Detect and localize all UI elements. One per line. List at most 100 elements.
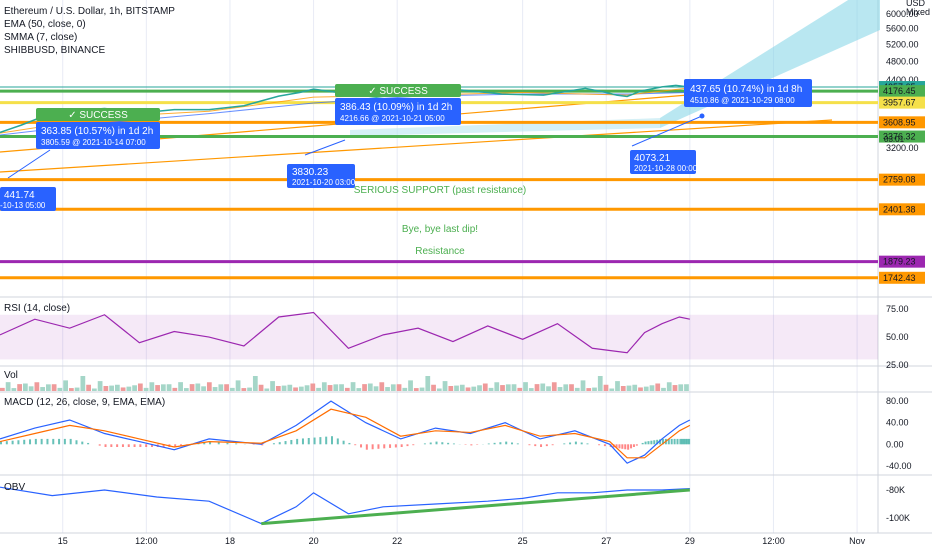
volume-bar	[419, 387, 425, 391]
macd-histogram[interactable]	[0, 436, 691, 450]
level-tag-label: 2759.08	[883, 175, 916, 185]
obv-trendline[interactable]	[261, 488, 690, 526]
level-tag	[879, 255, 925, 268]
volume-bar	[235, 380, 241, 391]
macd-histogram-bar	[46, 438, 49, 445]
time-tick-label: 20	[309, 536, 319, 546]
time-tick-label: 29	[685, 536, 695, 546]
measure-3[interactable]: 437.65 (10.74%) in 1d 8h 4510.86 @ 2021-…	[631, 79, 812, 147]
macd-histogram-bar	[534, 444, 537, 447]
trendline-lower[interactable]	[0, 119, 833, 173]
measure-1[interactable]: ✓ SUCCESS 363.85 (10.57%) in 1d 2h 3805.…	[7, 108, 160, 179]
rsi-tick-label: 75.00	[886, 304, 909, 314]
signal-line[interactable]	[0, 408, 691, 459]
volume-bar	[28, 386, 34, 391]
point-label-low-2[interactable]: 3830.23 2021-10-20 03:00	[287, 164, 356, 188]
macd-histogram-bar	[365, 444, 368, 450]
macd-histogram-bar	[676, 438, 679, 445]
rsi-legend[interactable]: RSI (14, close)	[4, 303, 70, 314]
point-label-low-2-price: 3830.23	[292, 167, 329, 178]
volume-legend[interactable]: Vol	[4, 370, 18, 381]
macd-histogram-bar	[162, 444, 165, 447]
macd-histogram-bar	[284, 441, 287, 445]
volume-bar	[91, 388, 97, 391]
volume-bar	[270, 381, 275, 391]
volume-bar	[528, 388, 534, 391]
macd-histogram-bar	[319, 437, 322, 445]
compare-legend[interactable]: SHIBBUSD, BINANCE	[4, 45, 105, 56]
volume-bar	[304, 385, 310, 391]
macd-histogram-bar	[121, 444, 124, 447]
macd-histogram-bar	[217, 442, 220, 445]
currency-label[interactable]: USD	[906, 0, 926, 8]
annotation-support: SERIOUS SUPPORT (past resistance)	[354, 185, 526, 196]
volume-bar	[661, 387, 666, 391]
rsi-line[interactable]	[0, 311, 690, 354]
volume-bar	[546, 386, 551, 391]
volume-bar	[632, 384, 638, 391]
macd-histogram-bar	[272, 443, 275, 445]
macd-histogram-bar	[661, 438, 664, 445]
macd-histogram-bar	[307, 438, 310, 445]
obv-line[interactable]	[0, 486, 690, 525]
macd-histogram-bar	[540, 444, 543, 447]
obv-legend[interactable]: OBV	[4, 482, 25, 493]
smma-legend[interactable]: SMMA (7, close)	[4, 32, 77, 43]
symbol-legend[interactable]: Ethereum / U.S. Dollar, 1h, BITSTAMP	[4, 6, 175, 17]
volume-bar	[402, 387, 408, 391]
volume-bar	[17, 384, 22, 391]
level-tag-label: 2401.38	[883, 204, 916, 214]
macd-tick-label: 40.00	[886, 418, 909, 428]
volume-bar	[517, 387, 523, 391]
level-tag	[879, 203, 925, 216]
point-label-low-3[interactable]: 4073.21 2021-10-28 00:00	[630, 150, 698, 174]
macd-line[interactable]	[0, 400, 691, 464]
volume-bar	[103, 386, 109, 391]
macd-histogram-bar	[412, 444, 415, 446]
macd-histogram-bar	[681, 438, 684, 445]
volume-bar	[22, 383, 28, 391]
scale-mode[interactable]: Mixed	[906, 7, 930, 17]
point-label-low-1[interactable]: 441.74 -10-13 05:00	[0, 187, 56, 211]
volume-bar	[143, 387, 149, 391]
volume-bar	[615, 381, 620, 391]
measure-2[interactable]: ✓ SUCCESS 386.43 (10.09%) in 1d 2h 4216.…	[304, 84, 461, 156]
time-tick-label: 22	[392, 536, 402, 546]
macd-histogram-bar	[52, 438, 55, 445]
volume-bar	[350, 382, 356, 391]
time-axis[interactable]: 15 12:00 18 20 22 25 27 29 12:00 Nov	[58, 536, 866, 546]
volume-bars[interactable]	[0, 376, 689, 391]
macd-histogram-bar	[383, 444, 386, 449]
volume-bar	[327, 385, 333, 391]
macd-histogram-bar	[69, 438, 72, 445]
time-tick-label: 18	[225, 536, 235, 546]
volume-bar	[212, 387, 218, 391]
volume-bar	[672, 385, 678, 391]
level-tag-label: 4176.45	[883, 86, 916, 96]
volume-bar	[500, 385, 505, 391]
measure-2-target: 4216.66 @ 2021-10-21 05:00	[340, 114, 445, 123]
price-tick-label: 4400.00	[886, 75, 919, 85]
macd-histogram-bar	[603, 444, 606, 447]
volume-bar	[114, 384, 120, 391]
volume-bar	[643, 386, 649, 391]
macd-histogram-bar	[632, 444, 635, 447]
macd-histogram-bar	[516, 443, 519, 445]
annotation-resistance: Resistance	[415, 246, 465, 257]
volume-bar	[540, 383, 546, 391]
ema-legend[interactable]: EMA (50, close, 0)	[4, 19, 86, 30]
macd-histogram-bar	[615, 444, 618, 448]
volume-bar	[580, 380, 586, 391]
macd-histogram-bar	[11, 440, 14, 445]
macd-histogram-bar	[348, 442, 351, 445]
macd-tick-label: -40.00	[886, 461, 912, 471]
macd-legend[interactable]: MACD (12, 26, close, 9, EMA, EMA)	[4, 397, 165, 408]
macd-histogram-bar	[0, 441, 2, 445]
macd-histogram-bar	[624, 444, 627, 450]
macd-histogram-bar	[627, 444, 630, 450]
measure-3-change: 437.65 (10.74%) in 1d 8h	[690, 84, 802, 95]
volume-bar	[74, 387, 80, 391]
volume-bar	[678, 384, 684, 391]
level-tag	[879, 271, 925, 284]
